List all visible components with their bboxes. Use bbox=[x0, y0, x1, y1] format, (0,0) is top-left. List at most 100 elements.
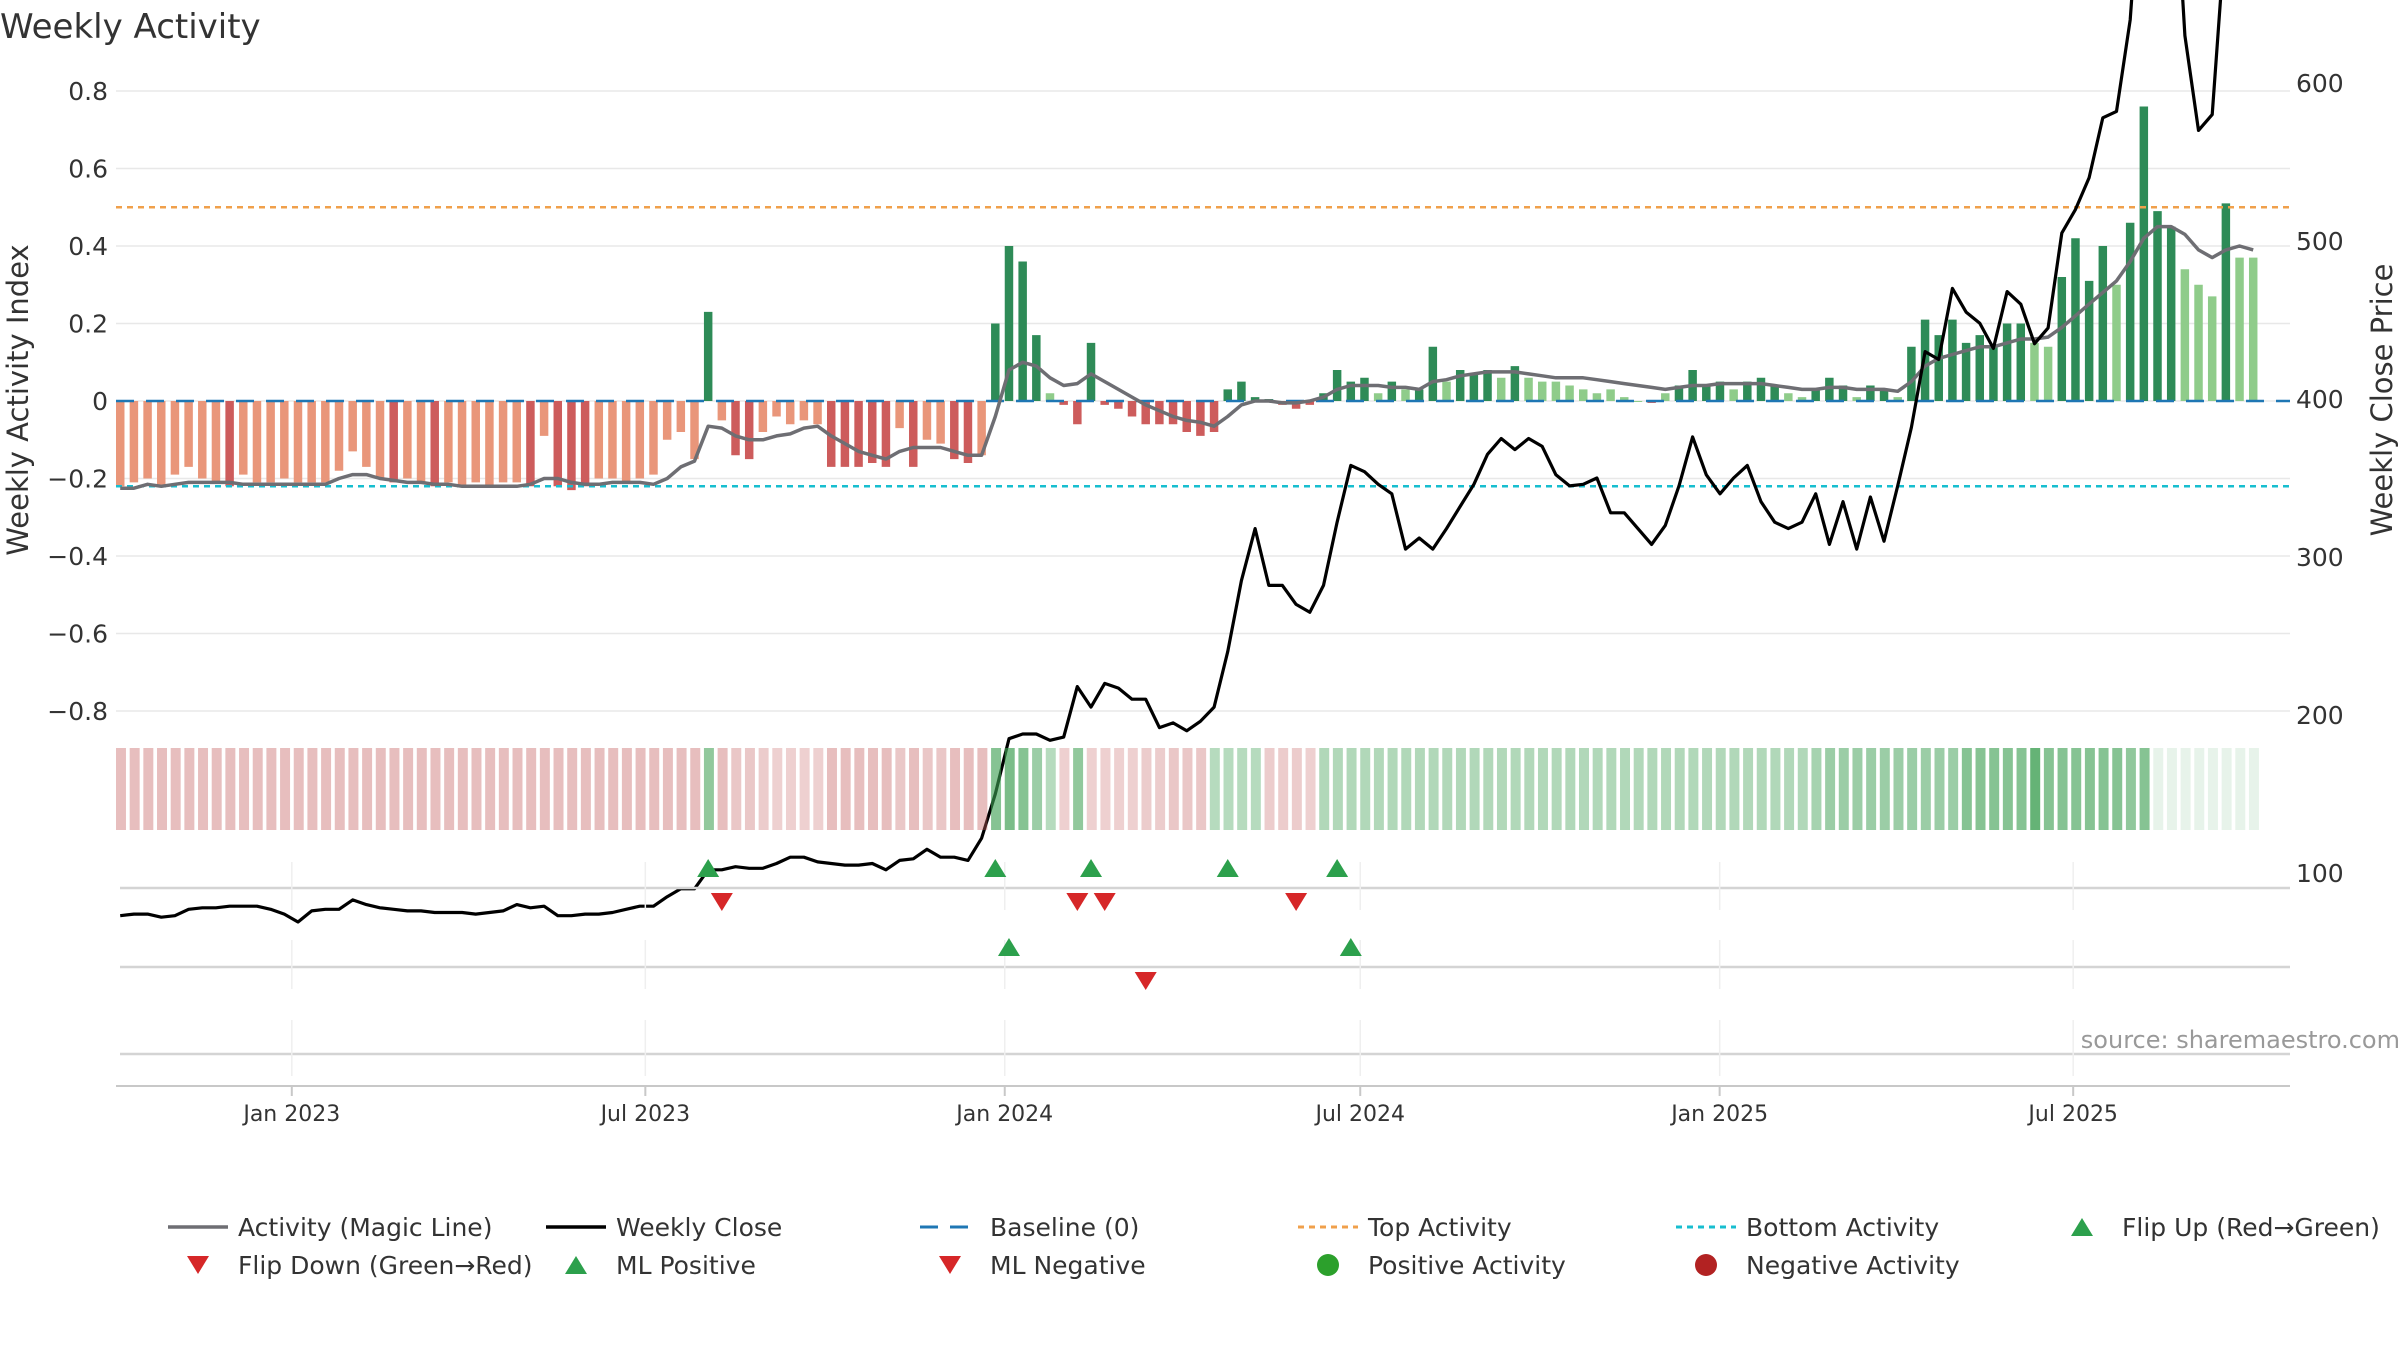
legend-label: Activity (Magic Line) bbox=[238, 1213, 492, 1242]
ribbon-cell bbox=[1182, 748, 1193, 830]
legend-item-negdot: Negative Activity bbox=[1695, 1251, 1960, 1280]
ribbon-cell bbox=[1045, 748, 1056, 830]
activity-bar bbox=[389, 401, 398, 483]
activity-bar bbox=[2057, 277, 2067, 401]
ribbon-cell bbox=[1770, 748, 1781, 830]
legend-swatch bbox=[565, 1256, 587, 1274]
ribbon-cell bbox=[1032, 748, 1043, 830]
flip-down-marker bbox=[1066, 893, 1089, 911]
activity-bar bbox=[2002, 323, 2012, 401]
ribbon-cell bbox=[2112, 748, 2123, 830]
ribbon-cell bbox=[1442, 748, 1453, 830]
y-tick-label: 0.4 bbox=[68, 232, 108, 261]
activity-bar bbox=[1360, 377, 1369, 401]
ribbon-cell bbox=[1510, 748, 1521, 830]
activity-bar bbox=[1483, 370, 1492, 401]
ribbon-cell bbox=[1674, 748, 1685, 830]
legend-label: Positive Activity bbox=[1368, 1251, 1566, 1280]
activity-bar bbox=[1086, 342, 1096, 401]
activity-bar bbox=[731, 401, 740, 456]
activity-bar bbox=[1250, 397, 1260, 401]
ribbon-cell bbox=[1838, 748, 1849, 830]
ribbon-cell bbox=[1688, 748, 1699, 830]
activity-bar bbox=[485, 401, 494, 487]
y-tick-label: 0 bbox=[92, 387, 108, 416]
ribbon-cell bbox=[1319, 748, 1330, 830]
activity-bar bbox=[662, 401, 672, 440]
ribbon-cell bbox=[567, 748, 578, 830]
activity-bar bbox=[2194, 284, 2203, 401]
ribbon-cell bbox=[252, 748, 263, 830]
ribbon-cell bbox=[1524, 748, 1535, 830]
legend-item-top: Top Activity bbox=[1298, 1213, 1512, 1242]
ribbon-cell bbox=[950, 748, 961, 830]
ribbon-cell bbox=[1537, 748, 1548, 830]
activity-bar bbox=[758, 401, 768, 432]
activity-bar bbox=[2084, 280, 2094, 401]
activity-bar bbox=[1469, 373, 1479, 401]
ribbon-cell bbox=[2071, 748, 2082, 830]
ribbon-cell bbox=[1743, 748, 1754, 830]
ribbon-cell bbox=[1428, 748, 1439, 830]
legend-item-close: Weekly Close bbox=[546, 1213, 782, 1242]
ribbon-cell bbox=[1893, 748, 1904, 830]
ribbon-cell bbox=[854, 748, 865, 830]
activity-bar bbox=[2016, 323, 2026, 401]
ribbon-cell bbox=[1469, 748, 1480, 830]
flip-up-marker bbox=[1326, 859, 1349, 877]
ribbon-cell bbox=[334, 748, 345, 830]
y-tick-label: −0.2 bbox=[47, 465, 108, 494]
activity-bar bbox=[1961, 342, 1971, 401]
activity-bar bbox=[334, 401, 344, 471]
activity-bar bbox=[498, 401, 508, 483]
ribbon-cell bbox=[758, 748, 769, 830]
legend-swatch bbox=[187, 1256, 209, 1274]
ribbon-cell bbox=[1551, 748, 1562, 830]
ribbon-cell bbox=[936, 748, 947, 830]
activity-bar bbox=[1004, 246, 1014, 401]
ribbon-cell bbox=[1661, 748, 1672, 830]
legend-item-flipdown: Flip Down (Green→Red) bbox=[187, 1251, 533, 1280]
ribbon-cell bbox=[2207, 748, 2218, 830]
legend-item-posdot: Positive Activity bbox=[1317, 1251, 1566, 1280]
activity-bar bbox=[1524, 377, 1533, 401]
activity-bar bbox=[1537, 381, 1547, 401]
x-tick-label: Jan 2025 bbox=[1669, 1102, 1768, 1127]
ribbon-cell bbox=[1346, 748, 1357, 830]
ribbon-cell bbox=[1305, 748, 1316, 830]
ribbon-cell bbox=[1264, 748, 1275, 830]
ribbon-cell bbox=[1866, 748, 1877, 830]
activity-bar bbox=[991, 323, 1000, 401]
activity-bar bbox=[348, 401, 357, 452]
ribbon-cell bbox=[143, 748, 154, 830]
activity-bar bbox=[430, 401, 439, 487]
activity-bar bbox=[252, 401, 262, 483]
legend-label: Top Activity bbox=[1367, 1213, 1512, 1242]
ribbon-cell bbox=[457, 748, 468, 830]
activity-bar bbox=[211, 401, 221, 483]
y-tick-label: −0.4 bbox=[47, 542, 108, 571]
activity-bar bbox=[963, 401, 973, 463]
activity-bar bbox=[1073, 401, 1082, 425]
ribbon-cell bbox=[348, 748, 359, 830]
ribbon-cell bbox=[1223, 748, 1234, 830]
ribbon-cell bbox=[512, 748, 523, 830]
ribbon-cell bbox=[608, 748, 619, 830]
ribbon-cell bbox=[2139, 748, 2150, 830]
ribbon-cell bbox=[198, 748, 209, 830]
flip-up-marker bbox=[984, 859, 1007, 877]
activity-bar bbox=[2221, 203, 2231, 401]
legend-label: Bottom Activity bbox=[1746, 1213, 1939, 1242]
activity-bar bbox=[1305, 401, 1315, 405]
ribbon-cell bbox=[909, 748, 920, 830]
activity-bar bbox=[690, 401, 699, 460]
activity-bar bbox=[2125, 222, 2135, 401]
ribbon-cell bbox=[444, 748, 455, 830]
legend-label: Flip Down (Green→Red) bbox=[238, 1251, 533, 1280]
activity-bar bbox=[772, 401, 781, 417]
activity-bar bbox=[1606, 389, 1615, 401]
x-tick-label: Jul 2023 bbox=[599, 1102, 691, 1127]
activity-bar bbox=[1838, 385, 1848, 401]
activity-bar bbox=[1811, 389, 1820, 401]
